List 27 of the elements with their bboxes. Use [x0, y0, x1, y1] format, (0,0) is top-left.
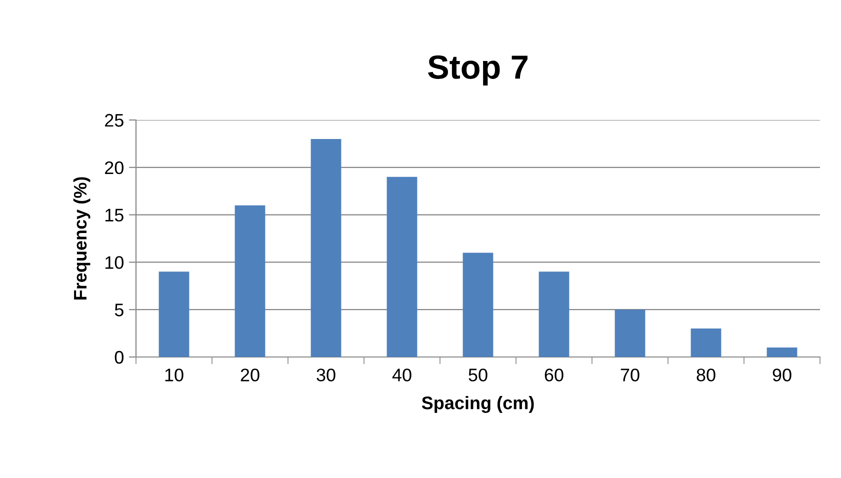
bar	[690, 328, 722, 357]
bar	[614, 310, 646, 357]
y-tick-label: 10	[105, 256, 124, 269]
x-tick-label: 30	[316, 368, 336, 382]
y-axis-title: Frequency (%)	[73, 177, 90, 300]
y-tick-label: 20	[105, 161, 124, 174]
bar	[766, 348, 798, 357]
x-tick-label: 90	[772, 368, 792, 382]
bar	[386, 176, 418, 357]
x-tick-label: 50	[468, 368, 488, 382]
x-tick-label: 70	[620, 368, 640, 382]
bar	[462, 252, 494, 357]
bar	[310, 138, 342, 357]
bar	[538, 272, 570, 357]
bar	[234, 205, 266, 357]
x-tick-label: 40	[392, 368, 412, 382]
bar	[158, 272, 190, 357]
y-tick-label: 0	[114, 350, 124, 364]
y-tick-label: 5	[114, 304, 124, 316]
y-tick-label: 15	[105, 208, 124, 222]
x-tick-label: 20	[240, 368, 260, 382]
x-axis-title: Spacing (cm)	[422, 396, 534, 413]
x-tick-label: 60	[544, 368, 564, 382]
chart-title: Stop 7	[428, 55, 528, 86]
x-tick-label: 80	[696, 368, 716, 382]
x-tick-label: 10	[165, 368, 184, 382]
y-tick-label: 25	[105, 114, 124, 127]
